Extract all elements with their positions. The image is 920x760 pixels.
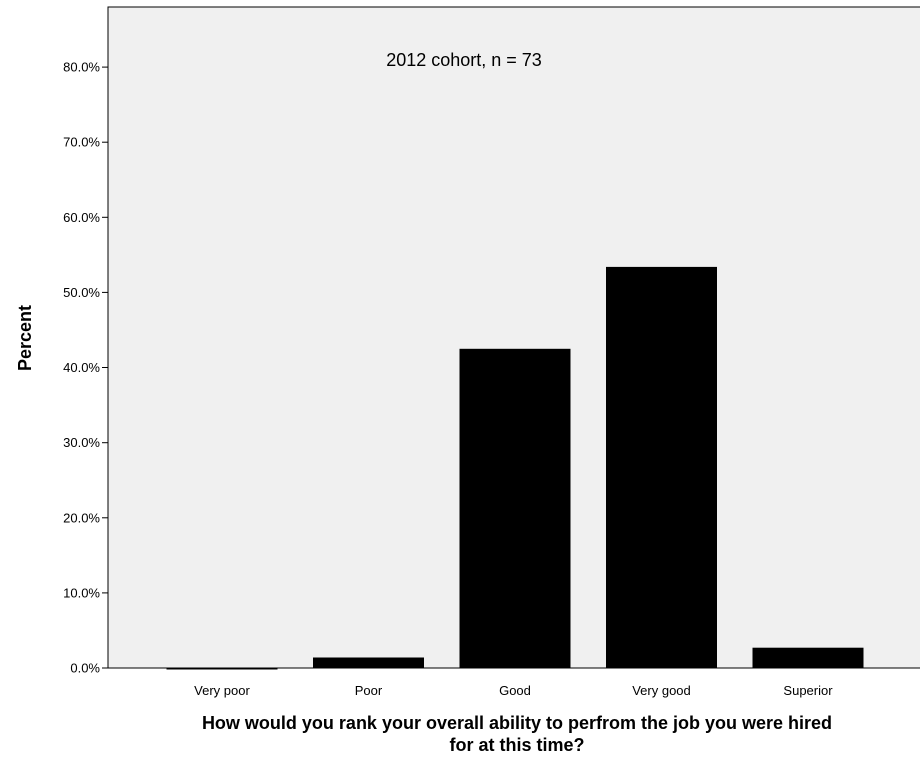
y-tick-label: 40.0% (63, 360, 100, 375)
y-tick-label: 0.0% (70, 661, 100, 676)
x-tick-label: Superior (783, 683, 833, 698)
x-axis-title-line-1: How would you rank your overall ability … (202, 713, 832, 733)
y-axis-title: Percent (15, 305, 35, 371)
bar-very-poor (166, 668, 278, 670)
bar-very-good (606, 266, 717, 668)
chart-annotation: 2012 cohort, n = 73 (386, 50, 542, 70)
y-tick-label: 20.0% (63, 510, 100, 525)
x-axis-title-line-2: for at this time? (449, 735, 584, 755)
y-tick-label: 10.0% (63, 585, 100, 600)
bar-poor (313, 657, 424, 668)
x-axis-category-labels: Very poor Poor Good Very good Superior (194, 683, 833, 698)
bar-superior (752, 647, 864, 668)
x-tick-label: Good (499, 683, 531, 698)
y-tick-label: 80.0% (63, 60, 100, 75)
y-axis-ticks: 0.0% 10.0% 20.0% 30.0% 40.0% 50.0% 60.0% 70.0% 8… (63, 60, 108, 676)
y-tick-label: 50.0% (63, 285, 100, 300)
y-tick-label: 60.0% (63, 210, 100, 225)
x-tick-label: Very poor (194, 683, 250, 698)
bars-group (166, 266, 864, 670)
y-tick-label: 30.0% (63, 435, 100, 450)
x-tick-label: Poor (355, 683, 383, 698)
x-tick-label: Very good (632, 683, 691, 698)
bar-good (459, 348, 571, 668)
y-tick-label: 70.0% (63, 135, 100, 150)
